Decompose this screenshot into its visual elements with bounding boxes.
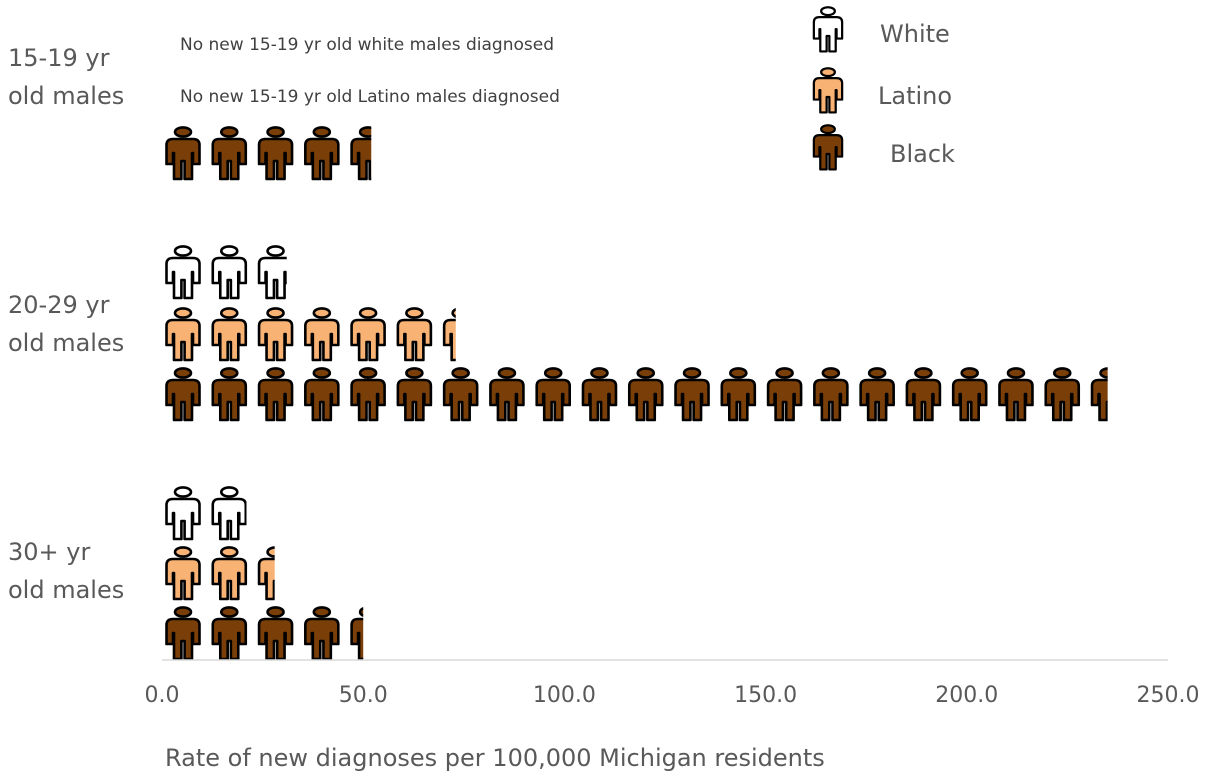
- x-tick-label: 150.0: [734, 683, 797, 708]
- category-label-line: 20-29 yr: [8, 291, 110, 319]
- person-icon: [396, 367, 433, 422]
- person-icon: [257, 307, 294, 362]
- category-label-20-29-yr-old-males: 20-29 yr old males: [8, 291, 124, 357]
- bar-black-30-yr-old-males: [165, 606, 364, 661]
- x-tick-label: 200.0: [935, 683, 998, 708]
- person-icon: [350, 606, 364, 661]
- category-label-line: old males: [8, 576, 124, 604]
- bar-black-20-29-yr-old-males: [165, 367, 1108, 422]
- person-icon: [165, 126, 201, 181]
- person-icon: [165, 307, 201, 362]
- legend-label: Latino: [878, 82, 952, 110]
- person-icon: [257, 126, 294, 181]
- person-icon: [350, 307, 386, 362]
- bar-white-30-yr-old-males: [165, 486, 247, 541]
- person-icon: [257, 367, 294, 422]
- person-icon: [304, 307, 340, 362]
- person-icon: [812, 6, 844, 53]
- annotation-note: No new 15-19 yr old white males diagnose…: [180, 35, 554, 55]
- person-icon: [535, 367, 572, 422]
- x-tick-label: 50.0: [339, 683, 388, 708]
- category-label-line: 15-19 yr: [8, 44, 110, 72]
- x-tick-label: 250.0: [1137, 683, 1200, 708]
- category-label-line: old males: [8, 329, 124, 357]
- person-icon: [627, 367, 664, 422]
- person-icon: [211, 307, 248, 362]
- legend-label: Black: [890, 140, 955, 168]
- person-icon: [257, 245, 287, 300]
- person-icon: [813, 367, 849, 422]
- bar-latino-20-29-yr-old-males: [165, 307, 456, 362]
- person-icon: [211, 245, 248, 300]
- person-icon: [766, 367, 803, 422]
- person-icon: [211, 126, 248, 181]
- person-icon: [257, 546, 275, 601]
- person-icon: [720, 367, 757, 422]
- person-icon: [905, 367, 942, 422]
- x-tick-label: 100.0: [533, 683, 596, 708]
- person-icon: [257, 606, 294, 661]
- person-icon: [674, 367, 710, 422]
- person-icon: [442, 367, 479, 422]
- annotation-note: No new 15-19 yr old Latino males diagnos…: [180, 87, 560, 107]
- person-icon: [581, 367, 618, 422]
- person-icon: [442, 307, 456, 362]
- person-icon: [304, 367, 340, 422]
- x-tick-label: 0.0: [145, 683, 180, 708]
- person-icon: [211, 486, 247, 541]
- person-icon: [350, 367, 386, 422]
- person-icon: [812, 67, 844, 114]
- person-icon: [951, 367, 988, 422]
- legend-label: White: [880, 20, 950, 48]
- person-icon: [859, 367, 895, 422]
- legend-item-latino: Latino: [812, 67, 952, 114]
- person-icon: [304, 126, 340, 181]
- person-icon: [1090, 367, 1108, 422]
- x-axis-title: Rate of new diagnoses per 100,000 Michig…: [165, 744, 825, 772]
- person-icon: [396, 307, 433, 362]
- person-icon: [812, 124, 844, 171]
- bar-black-15-19-yr-old-males: [165, 126, 372, 181]
- person-icon: [304, 606, 340, 661]
- person-icon: [165, 606, 201, 661]
- person-icon: [165, 245, 201, 300]
- category-label-line: old males: [8, 82, 124, 110]
- person-icon: [211, 606, 248, 661]
- person-icon: [211, 367, 248, 422]
- person-icon: [998, 367, 1034, 422]
- category-label-15-19-yr-old-males: 15-19 yr old males: [8, 44, 124, 110]
- person-icon: [489, 367, 525, 422]
- person-icon: [1044, 367, 1081, 422]
- person-icon: [165, 486, 201, 541]
- legend-item-white: White: [812, 6, 950, 53]
- bar-white-20-29-yr-old-males: [165, 245, 287, 300]
- category-label-30-yr-old-males: 30+ yr old males: [8, 538, 124, 604]
- legend-item-black: Black: [812, 124, 955, 171]
- person-icon: [165, 367, 201, 422]
- person-icon: [211, 546, 248, 601]
- person-icon: [350, 126, 372, 181]
- category-label-line: 30+ yr: [8, 538, 90, 566]
- person-icon: [165, 546, 201, 601]
- bar-latino-30-yr-old-males: [165, 546, 275, 601]
